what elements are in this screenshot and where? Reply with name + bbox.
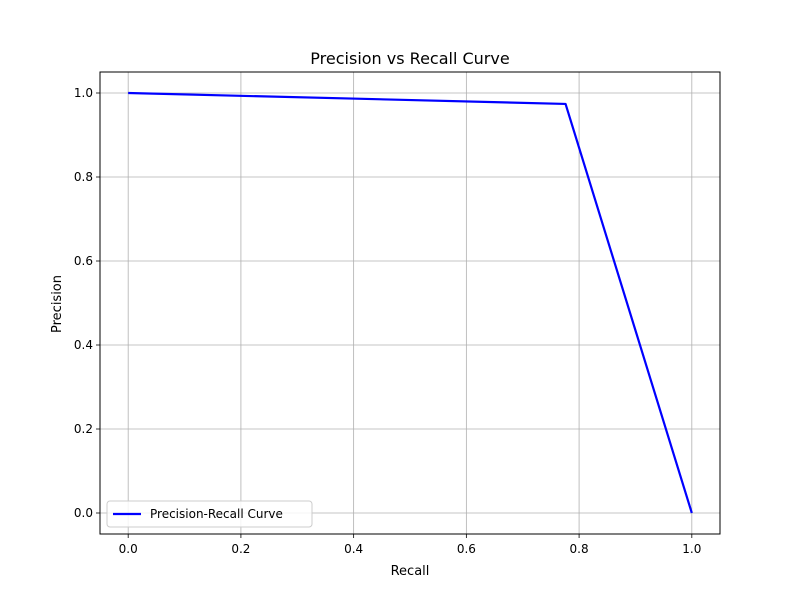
x-tick-label: 0.4 [344,542,363,556]
x-tick-label: 1.0 [682,542,701,556]
y-tick-label: 0.0 [74,506,93,520]
x-tick-label: 0.6 [457,542,476,556]
legend-box [106,500,313,528]
x-axis-label: Recall [391,564,430,579]
y-tick-label: 1.0 [74,86,93,100]
y-axis-label: Precision [50,275,65,333]
x-tick-label: 0.2 [231,542,250,556]
x-tick-label: 0.0 [119,542,138,556]
grid-lines [100,72,720,534]
axis-ticks: 0.0 0.2 0.4 0.6 0.8 1.0 0.0 0.2 0.4 0.6 0.8 1.0 [74,86,701,556]
legend-label: Precision-Recall Curve [150,507,283,521]
y-tick-label: 0.4 [74,338,93,352]
y-tick-label: 0.8 [74,170,93,184]
y-tick-label: 0.2 [74,422,93,436]
series-line-precision-recall [128,91,693,514]
plot-area-frame [99,71,721,535]
legend: Precision-Recall Curve [106,500,313,528]
x-tick-label: 0.8 [570,542,589,556]
series-lines [128,91,693,514]
chart-title: Precision vs Recall Curve [310,49,509,68]
y-tick-label: 0.6 [74,254,93,268]
